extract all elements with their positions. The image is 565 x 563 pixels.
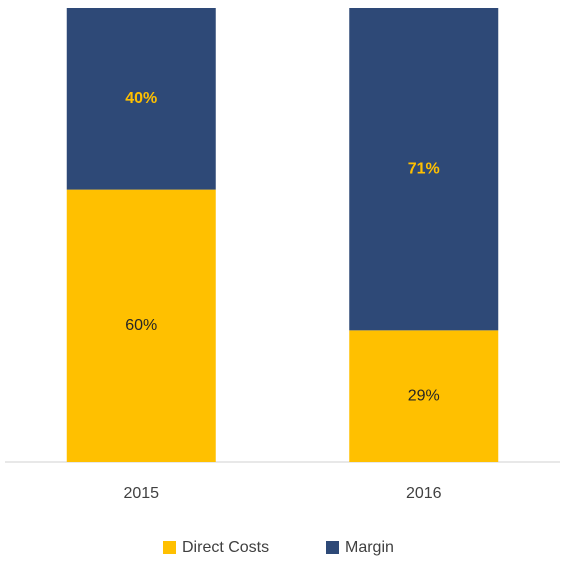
legend-swatch	[163, 541, 176, 554]
legend-label: Margin	[345, 539, 394, 556]
data-label: 71%	[408, 160, 440, 177]
legend-swatch	[326, 541, 339, 554]
data-label: 40%	[125, 90, 157, 107]
legend-label: Direct Costs	[182, 539, 269, 556]
data-label: 29%	[408, 387, 440, 404]
bar-segment	[66, 189, 216, 462]
x-tick-label: 2015	[123, 485, 159, 502]
bar-segment	[349, 8, 499, 331]
x-tick-label: 2016	[406, 485, 442, 502]
data-label: 60%	[125, 317, 157, 334]
bar-segment	[349, 330, 499, 462]
bar-segment	[66, 8, 216, 190]
